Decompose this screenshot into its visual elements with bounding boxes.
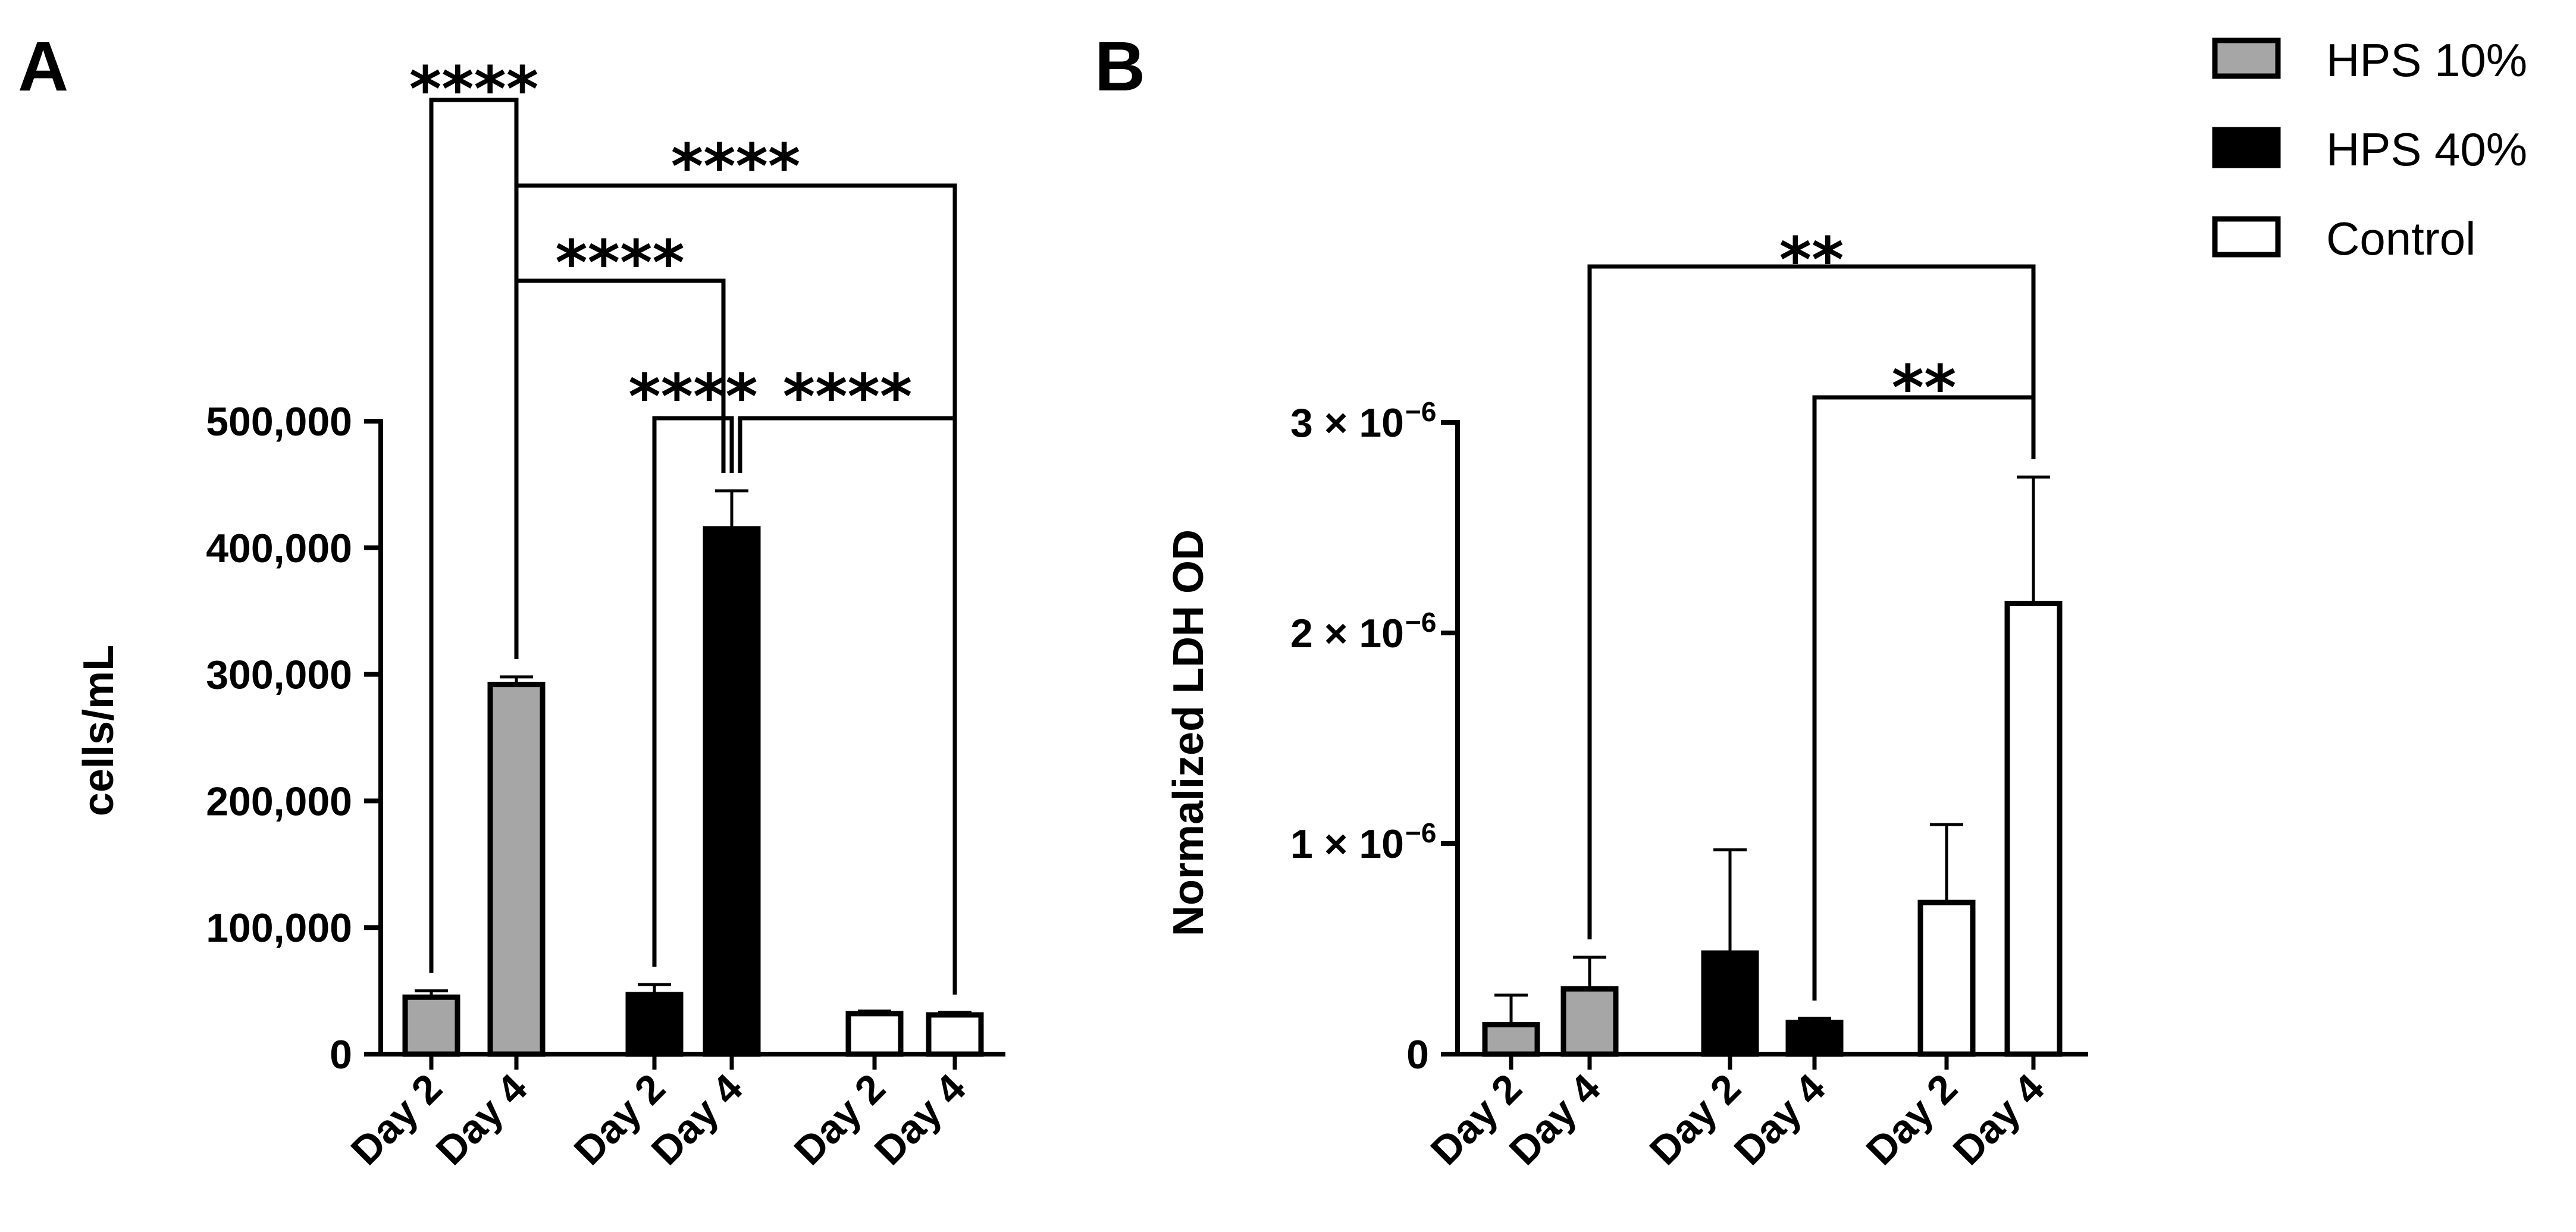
significance-label: ****: [555, 227, 685, 299]
legend-label-control: Control: [2326, 212, 2475, 265]
x-tick-label: Day 2: [343, 1065, 451, 1174]
y-tick-label: 100,000: [206, 905, 352, 951]
x-tick-label: Day 4: [866, 1065, 974, 1174]
y-tick-label: 300,000: [206, 653, 352, 698]
x-tick-label: Day 4: [1501, 1065, 1609, 1174]
significance-bracket: [1812, 395, 2036, 1001]
x-tick-label: Day 2: [1422, 1065, 1531, 1174]
y-tick-label: 0: [1406, 1032, 1429, 1077]
x-tick-label: Day 2: [1858, 1065, 1966, 1174]
bar: [1482, 1021, 1540, 1057]
bar: [1560, 986, 1619, 1057]
x-tick-label: Day 2: [566, 1065, 674, 1174]
panel-b-letter: B: [1095, 27, 1145, 106]
significance-label: ****: [783, 360, 913, 433]
significance-label: ****: [409, 53, 539, 126]
legend-swatch-control: [2212, 216, 2281, 258]
y-tick-label: 2 × 10: [1290, 611, 1404, 656]
significance-bracket: [1587, 264, 2036, 940]
y-tick-label: 500,000: [206, 399, 352, 444]
panel-a-letter: A: [18, 27, 68, 106]
x-tick-label: Day 2: [1641, 1065, 1750, 1174]
bar: [625, 992, 684, 1057]
legend-swatch-hps-10: [2212, 37, 2281, 79]
y-tick-label: 400,000: [206, 526, 352, 571]
significance-bracket: [514, 278, 726, 659]
x-tick-label: Day 4: [643, 1065, 751, 1174]
significance-bracket: [652, 416, 734, 967]
bar: [487, 682, 546, 1057]
panel-a-chart: 0 100,000 200,000 300,000 400,000 500,000 Day …: [206, 53, 1005, 1174]
y-tick-exponent: −6: [1405, 396, 1436, 427]
y-tick-label: 0: [330, 1032, 352, 1077]
bar: [926, 1012, 984, 1057]
bar: [703, 526, 761, 1057]
y-tick-exponent: −6: [1405, 607, 1436, 638]
significance-label: **: [1779, 224, 1844, 296]
x-tick-label: Day 2: [786, 1065, 894, 1174]
x-tick-label: Day 4: [428, 1065, 536, 1174]
significance-bracket: [738, 416, 957, 995]
significance-label: **: [1892, 352, 1957, 424]
x-tick-label: Day 4: [1945, 1065, 2053, 1174]
y-tick-label: 1 × 10: [1290, 822, 1404, 867]
legend: HPS 10% HPS 40% Control: [2212, 34, 2527, 265]
bar: [845, 1011, 904, 1057]
bar: [2004, 600, 2063, 1057]
y-tick-label: 3 × 10: [1290, 400, 1404, 446]
y-tick-label: 200,000: [206, 779, 352, 824]
panel-a-y-axis-label: cells/mL: [75, 645, 123, 816]
bar: [1785, 1020, 1844, 1057]
legend-label-hps-40: HPS 40%: [2326, 123, 2527, 175]
panel-b-y-axis-label: Normalized LDH OD: [1165, 529, 1212, 936]
legend-swatch-hps-40: [2212, 127, 2281, 168]
bar: [402, 994, 460, 1057]
x-tick-label: Day 4: [1726, 1065, 1834, 1174]
y-tick-exponent: −6: [1405, 817, 1436, 848]
bar: [1917, 899, 1976, 1057]
bar: [1701, 950, 1759, 1057]
legend-label-hps-10: HPS 10%: [2326, 34, 2527, 86]
significance-label: ****: [628, 360, 758, 433]
significance-label: ****: [671, 130, 801, 203]
